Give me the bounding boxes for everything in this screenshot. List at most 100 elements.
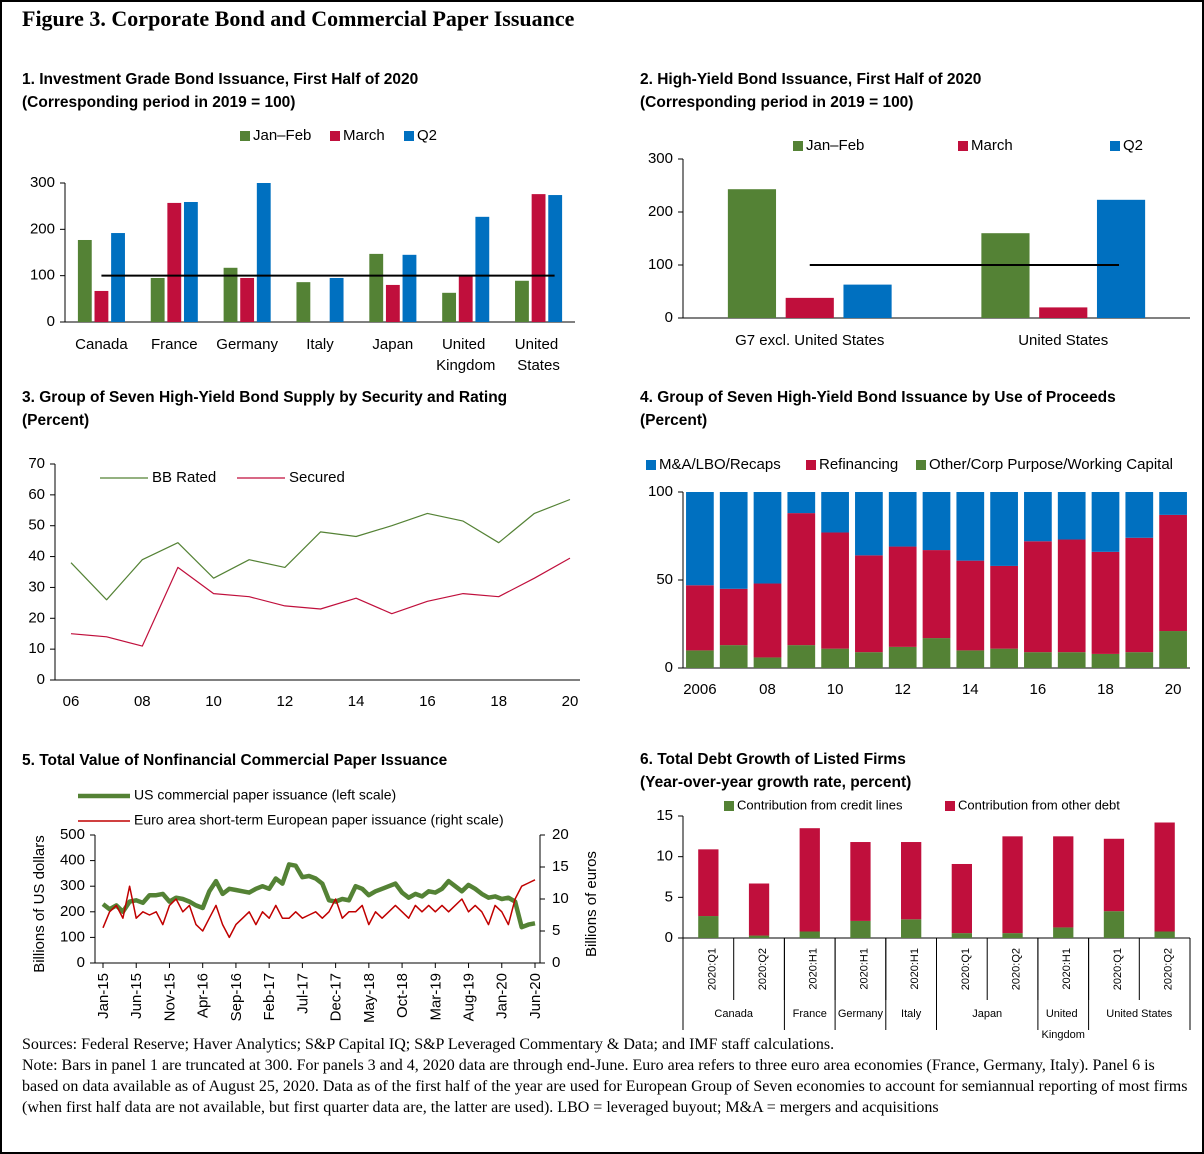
x-tick-label: United States [1018,332,1108,349]
bar-segment [787,492,816,514]
x-tick-label: Apr-16 [195,973,212,1018]
bar-segment [1103,911,1125,938]
y-tick-label: 50 [28,517,45,534]
bar [727,189,777,318]
bar-segment [753,657,782,668]
bar-segment [1103,838,1125,912]
bar [385,284,400,322]
group-label: Germany [838,1008,884,1020]
bar [369,253,384,322]
legend-label: Refinancing [819,456,898,473]
bar-segment [1159,631,1187,668]
bar-segment [1125,652,1154,668]
bar-segment [799,931,820,938]
y-tick-label: 40 [28,548,45,565]
x-tick-label: 10 [827,681,844,698]
x-tick-label: Aug-19 [461,973,478,1021]
group-label: France [793,1008,827,1020]
legend-label: March [343,127,385,144]
y-tick-label: 300 [648,150,673,167]
bar-segment [990,565,1018,649]
y-tick-label: 500 [60,826,85,843]
bar-segment [901,842,922,920]
legend-swatch [793,141,803,151]
bar [442,292,457,322]
x-tick-label: Sep-16 [228,973,245,1021]
bar-segment [951,933,972,938]
bar-segment [719,492,748,589]
legend-label: BB Rated [152,469,216,486]
bar-segment [1091,551,1120,654]
legend-swatch [724,801,734,811]
group-label: Italy [901,1008,922,1020]
bar-segment [1057,652,1086,668]
x-tick-label: 14 [962,681,979,698]
y-tick-label: 100 [648,256,673,273]
group-label: United States [1106,1008,1173,1020]
bar [402,254,417,322]
bar-segment [821,492,849,533]
x-tick-label: Jun-15 [128,973,145,1019]
line-series [102,879,536,939]
panel-title: 4. Group of Seven High-Yield Bond Issuan… [640,389,1116,406]
y2-tick-label: 10 [552,890,569,907]
bar-segment [1159,492,1187,515]
bar [111,233,125,322]
x-tick-label: 08 [759,681,776,698]
legend-label: M&A/LBO/Recaps [659,456,781,473]
legend-label: Other/Corp Purpose/Working Capital [929,456,1173,473]
x-tick-label: Japan [372,336,413,353]
x-tick-label: 16 [1030,681,1047,698]
legend-swatch [806,460,816,470]
x-tick-label: Dec-17 [328,973,345,1021]
x-tick-label: 2020:Q1 [1112,948,1124,990]
group-label: Canada [714,1008,753,1020]
bar-segment [951,863,972,934]
x-tick-label: Feb-17 [261,973,278,1021]
x-tick-label: 2020:Q2 [757,948,769,990]
y-axis-label: Billions of US dollars [31,835,48,973]
y-tick-label: 100 [60,928,85,945]
x-tick-label: 2020:H1 [808,948,820,990]
bar-segment [686,585,714,651]
y-tick-label: 20 [28,609,45,626]
x-tick-label: G7 excl. United States [735,332,884,349]
panel-subtitle: (Year-over-year growth rate, percent) [640,774,911,791]
bar-segment [956,560,985,651]
y-tick-label: 300 [60,877,85,894]
x-tick-label: 14 [348,693,365,710]
legend-swatch [240,131,250,141]
x-tick-label: 20 [1165,681,1182,698]
legend-label: Q2 [1123,137,1143,154]
x-tick-label: 2020:Q2 [1010,948,1022,990]
bar-segment [855,652,883,668]
x-tick-label: 12 [894,681,911,698]
line-series [70,498,571,601]
legend-label: Jan–Feb [253,127,311,144]
x-tick-label: 16 [419,693,436,710]
y-tick-label: 0 [665,309,673,326]
x-tick-label: May-18 [361,973,378,1023]
y-tick-label: 400 [60,852,85,869]
bar-segment [748,935,770,938]
y-tick-label: 60 [28,486,45,503]
y-tick-label: 100 [648,483,673,500]
panel-title: 3. Group of Seven High-Yield Bond Supply… [22,389,507,406]
x-tick-label: 08 [134,693,151,710]
legend-label: Contribution from credit lines [737,797,903,812]
bar-segment [753,492,782,584]
y-tick-label: 5 [665,888,673,905]
bar-segment [753,583,782,658]
figure-title: Figure 3. Corporate Bond and Commercial … [22,6,575,31]
bar [77,239,92,322]
group-label: United Kingdom [1042,1008,1085,1041]
legend-label: Euro area short-term European paper issu… [134,812,504,828]
panel-subtitle: (Corresponding period in 2019 = 100) [640,94,913,111]
x-tick-label: 2020:Q1 [706,948,718,990]
y2-axis-label: Billions of euros [583,851,600,957]
notes: Sources: Federal Reserve; Haver Analytic… [22,1034,1190,1118]
bar [183,201,198,322]
x-tick-label: Nov-15 [161,973,178,1021]
